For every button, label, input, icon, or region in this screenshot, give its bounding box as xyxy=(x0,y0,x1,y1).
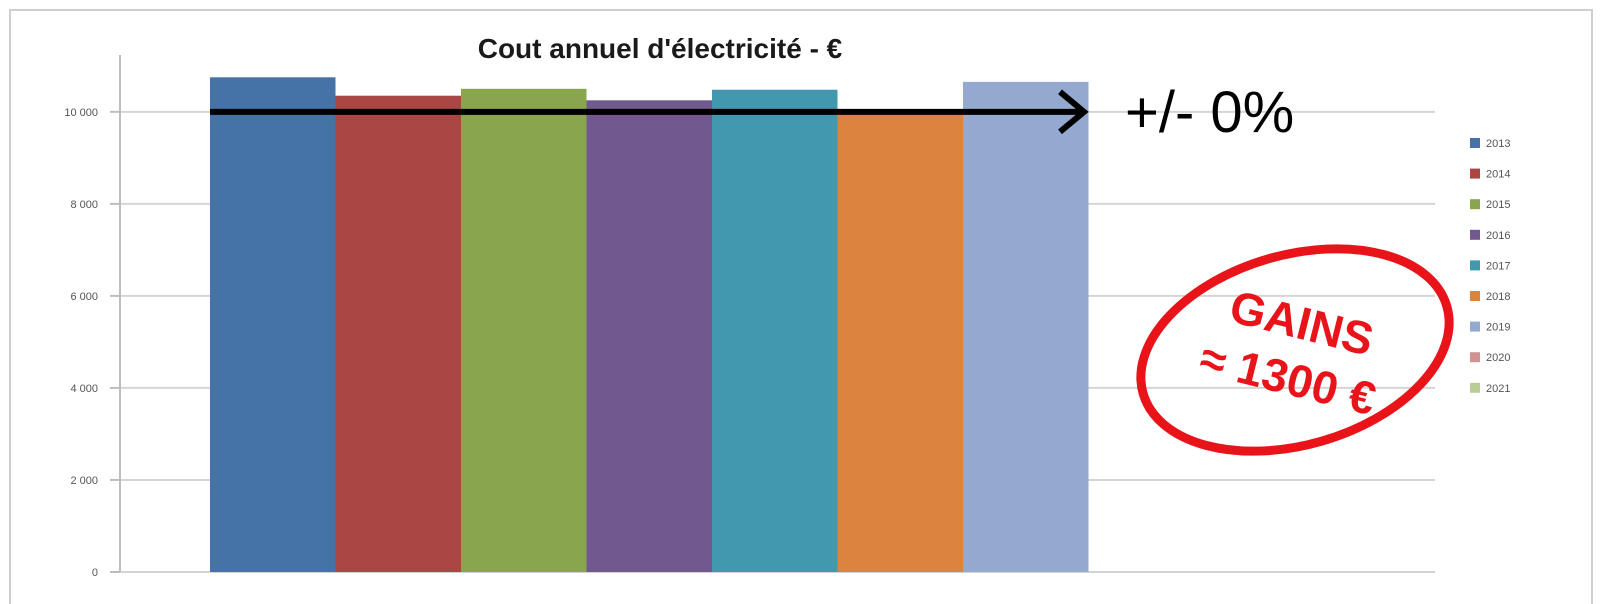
legend-swatch-2016 xyxy=(1470,229,1480,240)
legend-swatch-2021 xyxy=(1470,382,1480,393)
bar-2017 xyxy=(712,89,838,573)
bar-2013 xyxy=(210,77,336,572)
bar-2015 xyxy=(461,88,587,573)
gains-stamp-ellipse xyxy=(1136,244,1454,456)
annotations: +/- 0% GAINS ≈ 1300 € xyxy=(210,80,1454,456)
chart-title: Cout annuel d'électricité - € xyxy=(478,33,843,64)
y-axis: 0 2 000 4 000 6 000 8 000 10 000 xyxy=(64,55,121,579)
legend-label-2014: 2014 xyxy=(1486,169,1510,181)
legend: 2013 2014 2015 2016 2017 2018 2019 2020 2021 xyxy=(1470,138,1510,395)
legend-swatch-2014 xyxy=(1470,168,1480,179)
legend-swatch-2017 xyxy=(1470,260,1480,271)
bars xyxy=(210,77,1089,573)
legend-label-2016: 2016 xyxy=(1486,230,1510,242)
trend-arrow-head xyxy=(1058,89,1089,135)
bar-2019 xyxy=(963,81,1089,573)
y-tick-label: 4 000 xyxy=(70,383,98,395)
y-tick-label: 10 000 xyxy=(64,107,98,119)
legend-swatch-2013 xyxy=(1470,138,1480,148)
legend-label-2015: 2015 xyxy=(1486,199,1510,211)
legend-swatch-2018 xyxy=(1470,291,1480,301)
bar-2016 xyxy=(586,100,712,573)
legend-swatch-2020 xyxy=(1470,352,1480,363)
y-tick-label: 8 000 xyxy=(70,199,98,211)
bar-2014 xyxy=(335,95,461,572)
legend-label-2018: 2018 xyxy=(1486,291,1510,303)
y-tick-label: 2 000 xyxy=(70,475,98,487)
legend-swatch-2019 xyxy=(1470,321,1480,332)
legend-label-2017: 2017 xyxy=(1486,260,1510,272)
bar-2018 xyxy=(837,110,963,573)
legend-swatch-2015 xyxy=(1470,199,1480,210)
trend-label: +/- 0% xyxy=(1125,80,1294,145)
legend-label-2021: 2021 xyxy=(1486,383,1510,395)
y-tick-label: 0 xyxy=(92,567,98,579)
legend-label-2019: 2019 xyxy=(1486,322,1510,334)
legend-label-2020: 2020 xyxy=(1486,352,1510,364)
legend-label-2013: 2013 xyxy=(1486,138,1510,150)
y-tick-label: 6 000 xyxy=(70,291,98,303)
